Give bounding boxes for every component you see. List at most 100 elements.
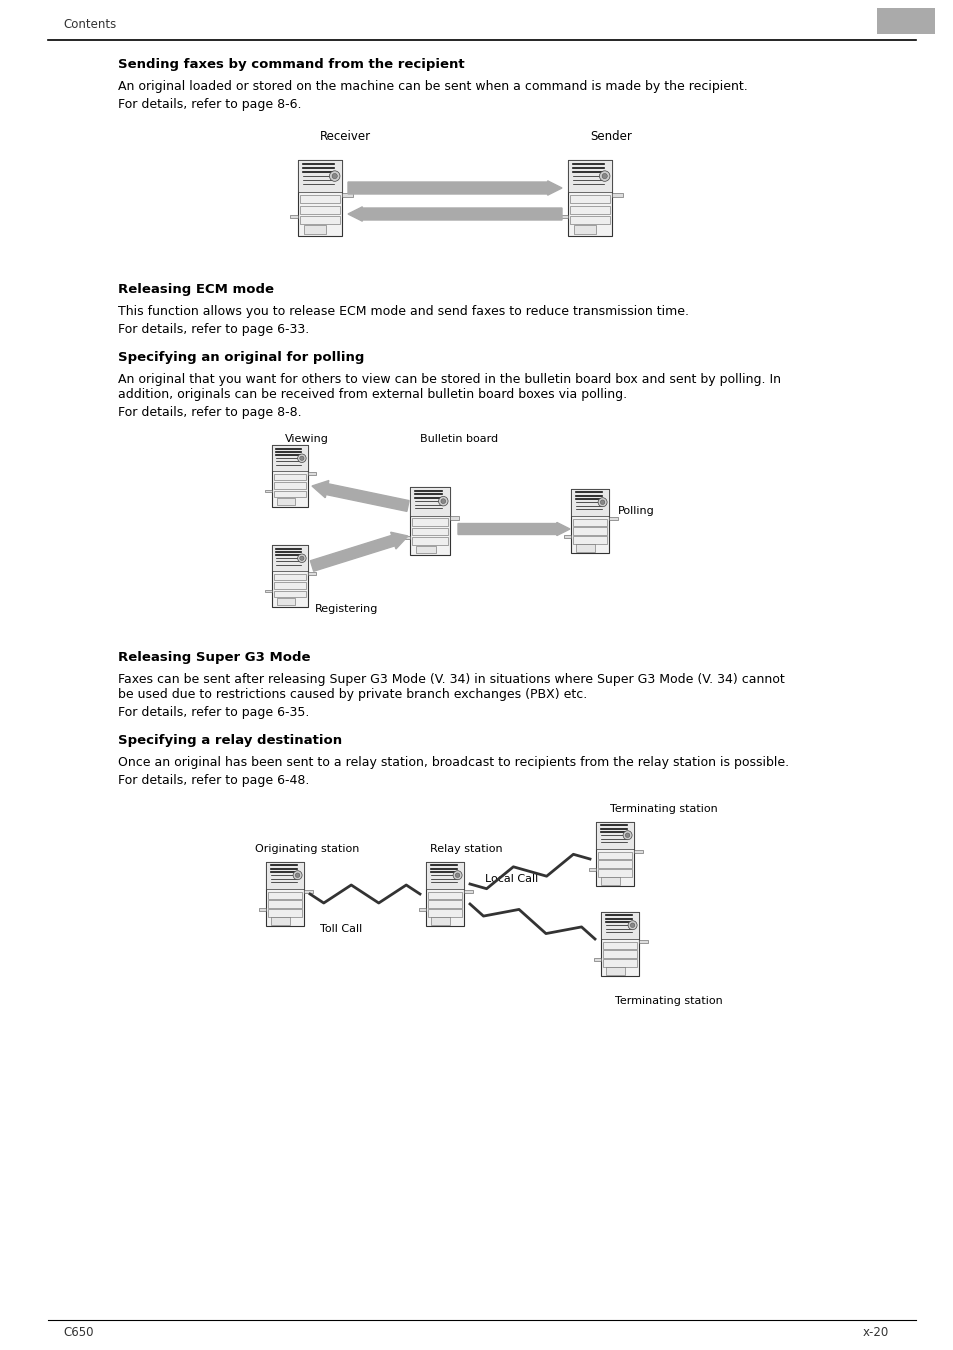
Bar: [426, 861, 463, 888]
Bar: [570, 216, 609, 224]
Circle shape: [453, 871, 461, 880]
Bar: [450, 516, 459, 520]
Text: For details, refer to page 6-48.: For details, refer to page 6-48.: [118, 774, 309, 787]
FancyArrow shape: [457, 522, 569, 536]
Text: Toll Call: Toll Call: [319, 923, 362, 934]
Bar: [274, 582, 306, 589]
Text: Relay station: Relay station: [430, 844, 502, 855]
Circle shape: [599, 500, 604, 505]
Bar: [570, 196, 609, 204]
Bar: [265, 490, 272, 493]
Bar: [596, 822, 633, 887]
Bar: [431, 918, 450, 925]
Text: be used due to restrictions caused by private branch exchanges (PBX) etc.: be used due to restrictions caused by pr…: [118, 688, 587, 701]
Bar: [571, 489, 608, 516]
Circle shape: [329, 171, 339, 181]
Bar: [428, 891, 461, 899]
Bar: [300, 205, 339, 213]
Bar: [571, 489, 608, 554]
FancyArrow shape: [348, 181, 561, 196]
Circle shape: [598, 498, 606, 506]
Text: Originating station: Originating station: [254, 844, 359, 855]
Text: An original loaded or stored on the machine can be sent when a command is made b: An original loaded or stored on the mach…: [118, 80, 747, 93]
Bar: [300, 216, 339, 224]
Bar: [426, 861, 463, 926]
Circle shape: [601, 173, 607, 178]
Bar: [272, 545, 308, 571]
Circle shape: [332, 173, 337, 178]
Bar: [602, 960, 637, 967]
Bar: [277, 498, 294, 505]
Text: x-20: x-20: [862, 1326, 888, 1339]
Bar: [876, 8, 934, 34]
Text: For details, refer to page 8-8.: For details, refer to page 8-8.: [118, 406, 301, 418]
Text: Specifying an original for polling: Specifying an original for polling: [118, 351, 364, 364]
Bar: [308, 572, 316, 575]
Bar: [402, 536, 410, 539]
Text: Releasing Super G3 Mode: Releasing Super G3 Mode: [118, 651, 310, 664]
Text: Registering: Registering: [314, 603, 378, 614]
Bar: [272, 446, 308, 506]
Bar: [410, 487, 450, 516]
Bar: [412, 518, 448, 526]
Bar: [570, 205, 609, 213]
Bar: [608, 517, 618, 520]
Bar: [412, 537, 448, 545]
Text: For details, refer to page 6-33.: For details, refer to page 6-33.: [118, 323, 309, 336]
Circle shape: [438, 497, 448, 506]
Bar: [304, 890, 313, 894]
Bar: [576, 544, 595, 552]
Bar: [418, 909, 426, 911]
Bar: [274, 490, 306, 497]
Bar: [573, 518, 606, 525]
Bar: [428, 910, 461, 917]
Bar: [308, 471, 316, 475]
Bar: [612, 193, 622, 197]
Bar: [601, 878, 619, 884]
Bar: [588, 868, 596, 871]
Text: Polling: Polling: [618, 506, 654, 516]
Bar: [574, 225, 596, 234]
Bar: [297, 161, 342, 236]
Bar: [639, 940, 647, 944]
Circle shape: [630, 923, 634, 927]
Bar: [602, 941, 637, 949]
Text: Once an original has been sent to a relay station, broadcast to recipients from : Once an original has been sent to a rela…: [118, 756, 788, 770]
Bar: [274, 590, 306, 597]
Bar: [268, 900, 302, 907]
Bar: [633, 849, 642, 853]
Text: Terminating station: Terminating station: [615, 996, 722, 1006]
Bar: [559, 215, 567, 217]
Text: Contents: Contents: [63, 18, 116, 31]
Circle shape: [295, 873, 299, 878]
Circle shape: [299, 456, 304, 460]
Circle shape: [625, 833, 629, 837]
Bar: [268, 891, 302, 899]
Bar: [268, 910, 302, 917]
Circle shape: [293, 871, 302, 880]
FancyArrow shape: [312, 481, 409, 512]
Circle shape: [455, 873, 459, 878]
Circle shape: [299, 556, 304, 560]
Circle shape: [598, 171, 609, 181]
Text: For details, refer to page 8-6.: For details, refer to page 8-6.: [118, 99, 301, 111]
Bar: [596, 822, 633, 849]
Text: This function allows you to release ECM mode and send faxes to reduce transmissi: This function allows you to release ECM …: [118, 305, 688, 319]
Text: Sender: Sender: [589, 130, 631, 143]
Bar: [598, 852, 632, 859]
Bar: [272, 545, 308, 606]
Bar: [290, 215, 297, 217]
Text: Sending faxes by command from the recipient: Sending faxes by command from the recipi…: [118, 58, 464, 72]
Text: Specifying a relay destination: Specifying a relay destination: [118, 734, 342, 747]
Bar: [573, 536, 606, 544]
Text: For details, refer to page 6-35.: For details, refer to page 6-35.: [118, 706, 309, 720]
Bar: [272, 918, 290, 925]
Circle shape: [622, 830, 632, 840]
Circle shape: [627, 921, 637, 930]
Bar: [266, 861, 304, 926]
Circle shape: [297, 554, 306, 563]
Bar: [258, 909, 266, 911]
Bar: [600, 911, 639, 938]
Bar: [342, 193, 353, 197]
Text: An original that you want for others to view can be stored in the bulletin board: An original that you want for others to …: [118, 373, 781, 386]
